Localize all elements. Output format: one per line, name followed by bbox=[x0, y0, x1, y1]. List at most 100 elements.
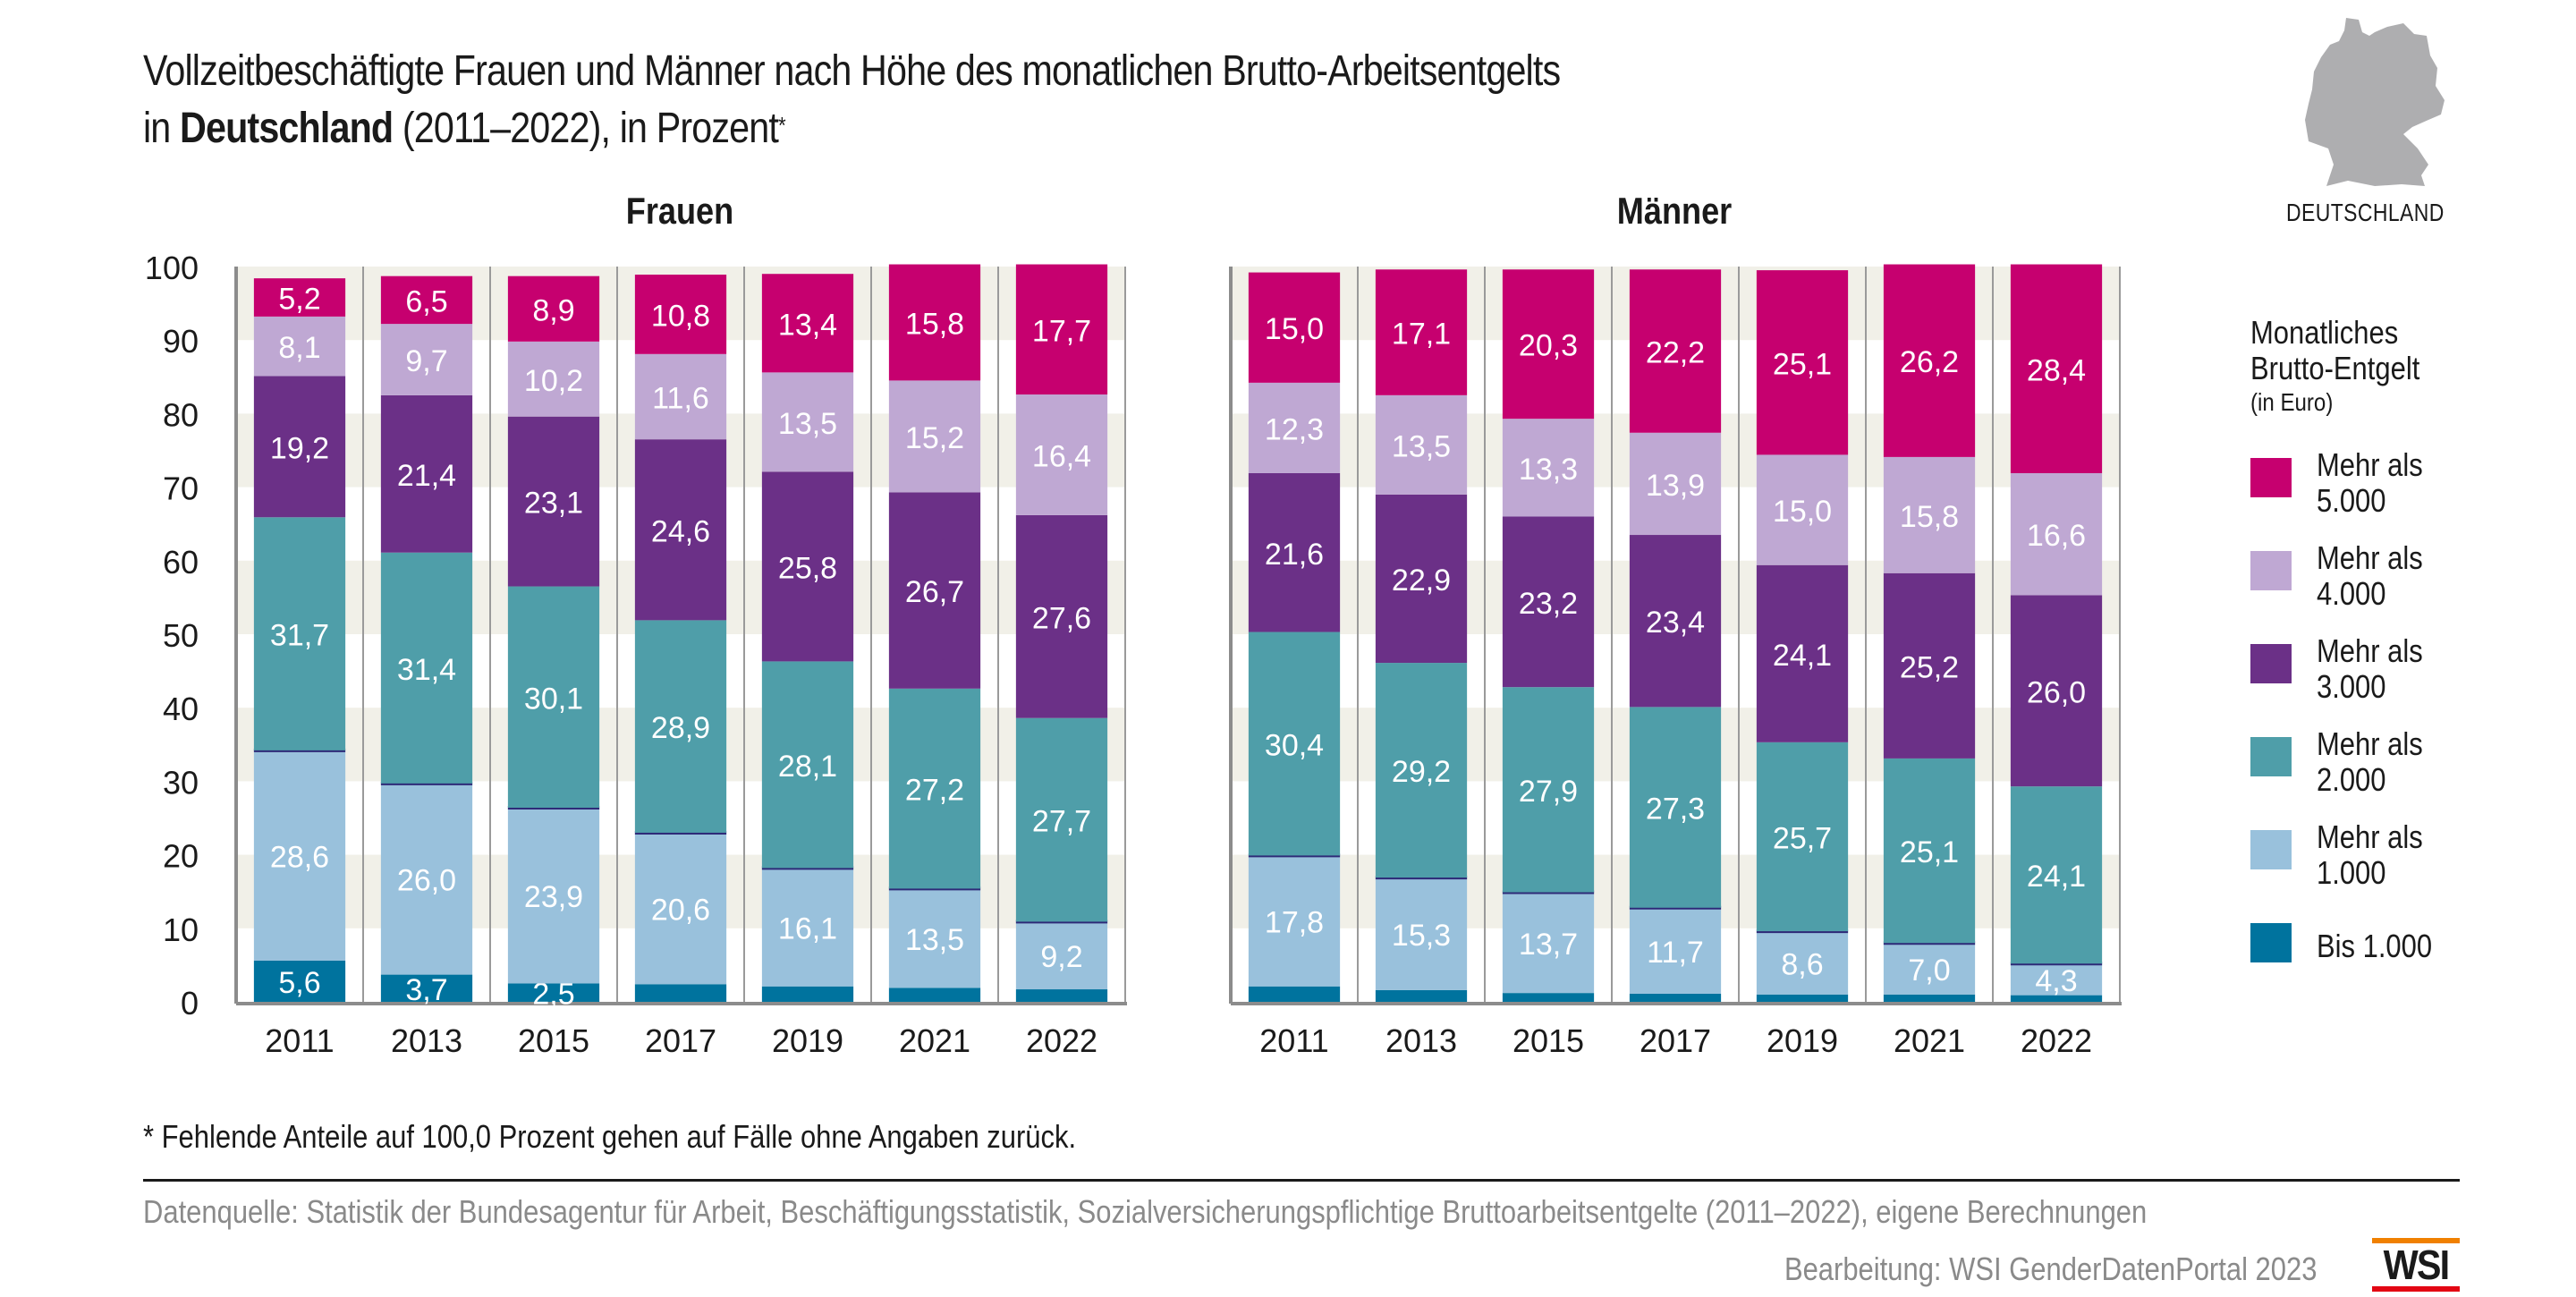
bar-value-label: 8,1 bbox=[278, 331, 320, 365]
bar-value-label: 9,7 bbox=[405, 344, 447, 378]
legend-swatch bbox=[2250, 458, 2292, 497]
bar-segment bbox=[253, 517, 346, 750]
bar-value-label: 16,6 bbox=[2027, 519, 2086, 553]
x-tick-label: 2015 bbox=[518, 1022, 589, 1059]
bar-segment bbox=[1756, 931, 1849, 995]
bar-segment bbox=[1375, 663, 1468, 878]
bar-value-label: 27,3 bbox=[1646, 793, 1705, 827]
bar-value-label: 26,2 bbox=[1900, 345, 1959, 379]
bar-segment bbox=[1502, 419, 1595, 517]
bar-segment bbox=[1375, 269, 1468, 395]
bar-segment bbox=[2010, 963, 2103, 996]
bar-segment bbox=[1629, 269, 1722, 433]
legend-title-line-1: Monatliches bbox=[2250, 314, 2399, 351]
bar-value-label: 28,4 bbox=[2027, 353, 2086, 387]
bar-segment bbox=[761, 868, 854, 987]
bar-segment bbox=[507, 983, 600, 1002]
bar-segment bbox=[507, 586, 600, 808]
bar-segment bbox=[1375, 394, 1468, 495]
y-tick-label: 20 bbox=[163, 838, 199, 875]
legend-title-line-2: Brutto-Entgelt bbox=[2250, 350, 2420, 386]
bar-segment bbox=[634, 275, 727, 354]
bar-value-label: 24,6 bbox=[651, 514, 710, 548]
bar-value-label: 22,2 bbox=[1646, 336, 1705, 370]
legend-label: Mehr als 4.000 bbox=[2317, 539, 2423, 612]
bar-segment bbox=[1248, 632, 1341, 856]
bar-segment bbox=[380, 394, 473, 553]
bar-value-label: 3,7 bbox=[405, 973, 447, 1007]
bar-segment bbox=[1375, 877, 1468, 990]
legend-swatch bbox=[2250, 737, 2292, 776]
bar-value-label: 26,7 bbox=[905, 575, 964, 609]
x-tick-label: 2017 bbox=[1640, 1022, 1711, 1059]
bar-value-label: 15,0 bbox=[1265, 312, 1324, 346]
x-tick-label: 2013 bbox=[1385, 1022, 1457, 1059]
bar-segment bbox=[380, 552, 473, 784]
bar-value-label: 23,1 bbox=[524, 487, 583, 521]
bar-value-label: 9,2 bbox=[1040, 940, 1082, 974]
bar-value-label: 12,3 bbox=[1265, 412, 1324, 446]
legend-label: Mehr als 5.000 bbox=[2317, 446, 2423, 519]
bar-segment bbox=[761, 274, 854, 373]
logo-bottom-bar bbox=[2372, 1286, 2460, 1292]
bar-value-label: 15,3 bbox=[1392, 919, 1451, 953]
bar-segment bbox=[634, 620, 727, 833]
bar-value-label: 5,6 bbox=[278, 966, 320, 1000]
bar-value-label: 4,3 bbox=[2035, 964, 2077, 998]
bar-segment bbox=[253, 278, 346, 317]
bar-value-label: 16,1 bbox=[778, 912, 837, 946]
bar-segment bbox=[1248, 986, 1341, 1002]
bar-segment bbox=[380, 324, 473, 395]
bar-value-label: 10,8 bbox=[651, 299, 710, 333]
bar-segment bbox=[1756, 564, 1849, 742]
bar-value-label: 13,5 bbox=[905, 923, 964, 957]
credit: Bearbeitung: WSI GenderDatenPortal 2023 bbox=[1784, 1250, 2317, 1287]
bar-segment bbox=[1629, 707, 1722, 908]
legend-item: Mehr als 4.000 bbox=[2250, 540, 2555, 615]
x-tick-label: 2021 bbox=[1894, 1022, 1965, 1059]
bar-value-label: 23,2 bbox=[1519, 587, 1578, 621]
bar-value-label: 13,3 bbox=[1519, 453, 1578, 487]
y-tick-label: 70 bbox=[163, 470, 199, 507]
bar-segment bbox=[1502, 269, 1595, 420]
bar-segment bbox=[1756, 270, 1849, 455]
bar-segment bbox=[253, 316, 346, 377]
bar-value-label: 31,7 bbox=[270, 619, 329, 653]
title-line-1: Vollzeitbeschäftigte Frauen und Männer n… bbox=[143, 47, 1561, 95]
x-tick-label: 2019 bbox=[772, 1022, 843, 1059]
legend-item: Mehr als 3.000 bbox=[2250, 633, 2555, 708]
bar-segment bbox=[1883, 264, 1976, 457]
bar-value-label: 28,9 bbox=[651, 711, 710, 745]
bar-value-label: 24,1 bbox=[2027, 860, 2086, 894]
bar-segment bbox=[2010, 995, 2103, 1002]
bar-value-label: 15,8 bbox=[1900, 500, 1959, 534]
bar-value-label: 25,8 bbox=[778, 551, 837, 585]
bar-segment bbox=[761, 986, 854, 1002]
bar-segment bbox=[761, 372, 854, 472]
bar-value-label: 16,4 bbox=[1032, 439, 1091, 473]
bar-value-label: 13,7 bbox=[1519, 928, 1578, 962]
legend-label: Bis 1.000 bbox=[2317, 928, 2433, 964]
bar-value-label: 15,0 bbox=[1773, 495, 1832, 529]
bar-value-label: 7,0 bbox=[1908, 954, 1950, 988]
bar-value-label: 20,3 bbox=[1519, 329, 1578, 363]
legend-label: Mehr als 2.000 bbox=[2317, 725, 2423, 798]
bar-segment bbox=[1629, 535, 1722, 708]
bar-segment bbox=[253, 960, 346, 1002]
bar-value-label: 22,9 bbox=[1392, 564, 1451, 598]
legend-swatch bbox=[2250, 923, 2292, 962]
bar-segment bbox=[2010, 264, 2103, 473]
bar-segment bbox=[507, 416, 600, 587]
bar-segment bbox=[634, 984, 727, 1002]
bar-segment bbox=[1015, 717, 1108, 922]
bar-segment bbox=[1248, 272, 1341, 383]
x-tick-label: 2011 bbox=[1259, 1022, 1328, 1059]
bar-segment bbox=[1629, 993, 1722, 1002]
title-region: Deutschland bbox=[180, 105, 394, 152]
bar-value-label: 17,7 bbox=[1032, 314, 1091, 348]
bar-value-label: 30,1 bbox=[524, 682, 583, 716]
panel-title-frauen: Frauen bbox=[625, 190, 734, 232]
bar-segment bbox=[253, 750, 346, 961]
bar-value-label: 31,4 bbox=[397, 653, 456, 687]
bar-value-label: 25,1 bbox=[1900, 835, 1959, 869]
